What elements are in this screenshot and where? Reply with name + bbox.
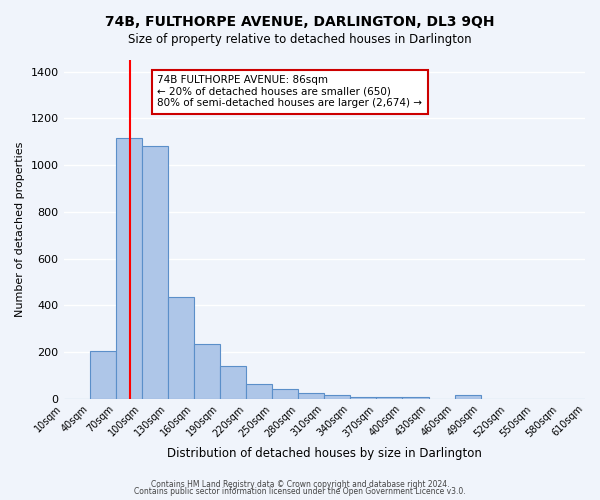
Bar [142,146,168,399]
Text: 74B FULTHORPE AVENUE: 86sqm
← 20% of detached houses are smaller (650)
80% of se: 74B FULTHORPE AVENUE: 86sqm ← 20% of det… [157,75,422,108]
Bar [272,389,298,399]
Y-axis label: Number of detached properties: Number of detached properties [15,142,25,317]
Text: Size of property relative to detached houses in Darlington: Size of property relative to detached ho… [128,32,472,46]
X-axis label: Distribution of detached houses by size in Darlington: Distribution of detached houses by size … [167,447,482,460]
Bar [246,384,272,399]
Bar [220,366,246,399]
Bar [324,394,350,399]
Bar [89,351,116,399]
Text: Contains HM Land Registry data © Crown copyright and database right 2024.: Contains HM Land Registry data © Crown c… [151,480,449,489]
Bar [194,344,220,399]
Bar [168,297,194,399]
Bar [350,396,376,399]
Bar [298,392,324,399]
Bar [403,397,428,399]
Bar [116,138,142,399]
Text: Contains public sector information licensed under the Open Government Licence v3: Contains public sector information licen… [134,487,466,496]
Bar [455,395,481,399]
Bar [376,396,403,399]
Text: 74B, FULTHORPE AVENUE, DARLINGTON, DL3 9QH: 74B, FULTHORPE AVENUE, DARLINGTON, DL3 9… [105,15,495,29]
